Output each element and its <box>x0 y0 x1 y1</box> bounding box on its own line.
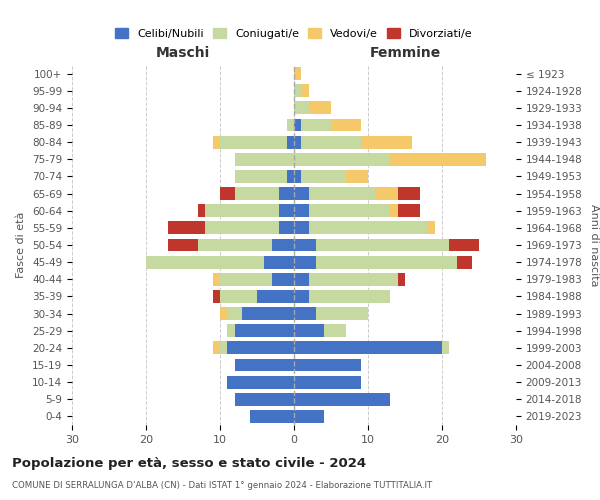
Bar <box>272 273 294 285</box>
Bar <box>235 393 294 406</box>
Bar <box>198 204 205 217</box>
Bar <box>212 342 220 354</box>
Bar <box>235 153 294 166</box>
Bar <box>265 256 294 268</box>
Bar <box>331 118 361 132</box>
Bar <box>235 170 287 183</box>
Bar <box>301 136 361 148</box>
Bar <box>390 153 487 166</box>
Bar <box>227 307 242 320</box>
Bar <box>294 342 442 354</box>
Bar <box>294 204 309 217</box>
Bar <box>442 342 449 354</box>
Bar <box>294 290 309 303</box>
Bar <box>220 342 227 354</box>
Bar <box>457 256 472 268</box>
Bar <box>235 187 279 200</box>
Bar <box>198 238 272 252</box>
Bar <box>220 273 272 285</box>
Bar <box>220 136 287 148</box>
Bar <box>287 118 294 132</box>
Text: Femmine: Femmine <box>370 46 440 60</box>
Bar <box>390 204 398 217</box>
Bar <box>309 204 390 217</box>
Y-axis label: Anni di nascita: Anni di nascita <box>589 204 599 286</box>
Bar <box>294 307 316 320</box>
Bar <box>294 256 316 268</box>
Bar <box>398 187 420 200</box>
Bar <box>212 136 220 148</box>
Bar <box>146 256 265 268</box>
Bar <box>294 222 309 234</box>
Bar <box>309 290 390 303</box>
Bar <box>227 324 235 337</box>
Bar <box>294 273 309 285</box>
Bar <box>220 307 227 320</box>
Bar <box>301 84 309 97</box>
Bar <box>309 222 427 234</box>
Bar <box>398 273 405 285</box>
Bar <box>257 290 294 303</box>
Text: Maschi: Maschi <box>156 46 210 60</box>
Bar <box>220 290 257 303</box>
Bar <box>212 273 220 285</box>
Legend: Celibi/Nubili, Coniugati/e, Vedovi/e, Divorziati/e: Celibi/Nubili, Coniugati/e, Vedovi/e, Di… <box>111 24 477 44</box>
Bar <box>227 376 294 388</box>
Bar <box>279 222 294 234</box>
Bar <box>427 222 434 234</box>
Bar <box>242 307 294 320</box>
Bar <box>309 187 376 200</box>
Bar <box>294 358 361 372</box>
Bar <box>294 238 316 252</box>
Bar <box>205 204 279 217</box>
Bar <box>294 170 301 183</box>
Bar <box>316 238 449 252</box>
Bar <box>168 222 205 234</box>
Bar <box>220 187 235 200</box>
Bar <box>309 273 398 285</box>
Bar <box>316 256 457 268</box>
Bar <box>287 170 294 183</box>
Bar <box>294 324 323 337</box>
Bar <box>212 290 220 303</box>
Text: COMUNE DI SERRALUNGA D'ALBA (CN) - Dati ISTAT 1° gennaio 2024 - Elaborazione TUT: COMUNE DI SERRALUNGA D'ALBA (CN) - Dati … <box>12 481 432 490</box>
Bar <box>294 153 390 166</box>
Bar <box>294 376 361 388</box>
Bar <box>294 187 309 200</box>
Bar <box>294 410 323 423</box>
Bar <box>294 84 301 97</box>
Bar <box>316 307 368 320</box>
Bar <box>287 136 294 148</box>
Bar <box>449 238 479 252</box>
Bar <box>272 238 294 252</box>
Bar <box>205 222 279 234</box>
Bar <box>376 187 398 200</box>
Bar <box>235 358 294 372</box>
Bar <box>294 118 301 132</box>
Text: Popolazione per età, sesso e stato civile - 2024: Popolazione per età, sesso e stato civil… <box>12 458 366 470</box>
Bar <box>168 238 198 252</box>
Bar <box>235 324 294 337</box>
Bar <box>279 204 294 217</box>
Bar <box>323 324 346 337</box>
Bar <box>361 136 412 148</box>
Bar <box>294 67 301 80</box>
Bar <box>250 410 294 423</box>
Bar <box>398 204 420 217</box>
Bar <box>301 118 331 132</box>
Bar <box>346 170 368 183</box>
Bar <box>294 136 301 148</box>
Bar <box>294 393 390 406</box>
Y-axis label: Fasce di età: Fasce di età <box>16 212 26 278</box>
Bar <box>279 187 294 200</box>
Bar <box>294 102 309 114</box>
Bar <box>309 102 331 114</box>
Bar <box>227 342 294 354</box>
Bar <box>301 170 346 183</box>
